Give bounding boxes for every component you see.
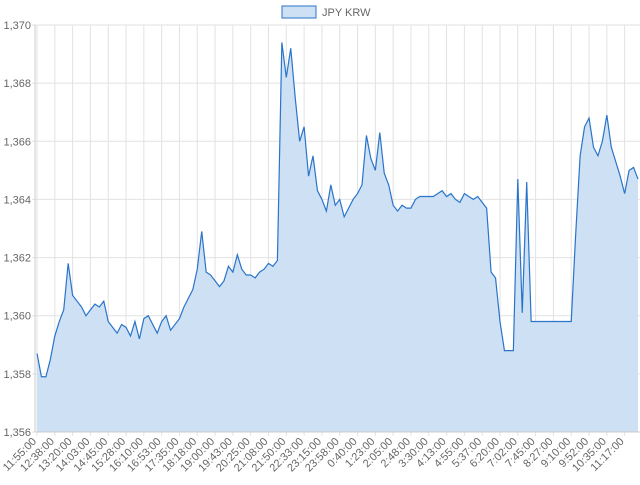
y-tick-label: 1,360 — [3, 311, 31, 323]
y-tick-label: 1,370 — [3, 20, 31, 32]
y-tick-label: 1,364 — [3, 194, 31, 206]
legend-swatch — [281, 5, 317, 19]
y-tick-label: 1,358 — [3, 369, 31, 381]
y-tick-label: 1,366 — [3, 136, 31, 148]
legend-label: JPY KRW — [322, 7, 371, 19]
area — [37, 42, 638, 432]
line — [36, 42, 639, 378]
y-tick-label: 1,356 — [3, 427, 31, 439]
y-tick-label: 1,362 — [3, 253, 31, 265]
y-tick-label: 1,368 — [3, 78, 31, 90]
